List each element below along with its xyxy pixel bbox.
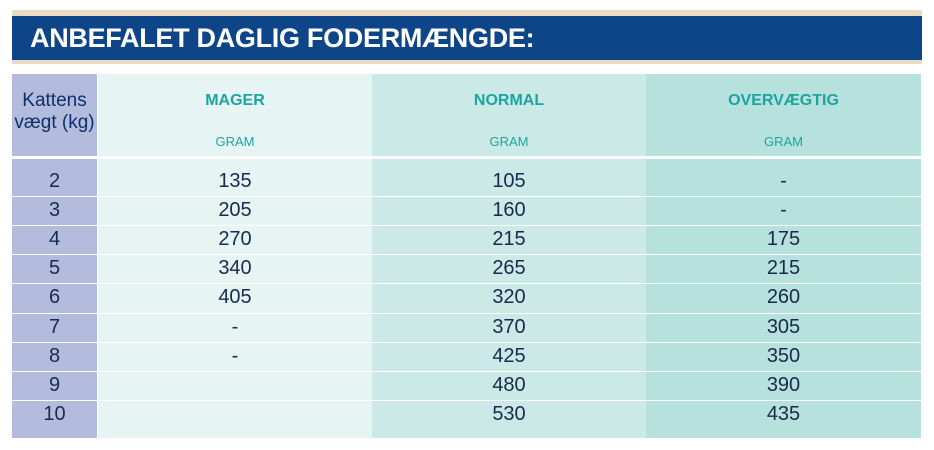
overvaegtig-cell: 305: [766, 316, 801, 338]
overvaegtig-column: [646, 74, 921, 438]
title-band: ANBEFALET DAGLIG FODERMÆNGDE:: [12, 16, 922, 60]
normal-cell: 530: [492, 403, 526, 425]
column-unit-normal: GRAM: [489, 134, 529, 149]
mager-cell: 135: [218, 170, 252, 192]
row-divider: [12, 196, 921, 197]
overvaegtig-cell: 390: [766, 374, 801, 396]
weight-header-line2: vægt (kg): [14, 112, 95, 133]
normal-cell: 265: [492, 257, 526, 279]
column-header-overvaegtig: OVERVÆGTIG: [728, 92, 839, 109]
overvaegtig-cell: 215: [766, 257, 801, 279]
page-title: ANBEFALET DAGLIG FODERMÆNGDE:: [30, 23, 535, 53]
top-rule: [12, 10, 922, 16]
overvaegtig-cell: 175: [766, 228, 801, 250]
overvaegtig-cell: 260: [766, 286, 801, 308]
mager-cell: 405: [218, 286, 252, 308]
row-divider: [12, 225, 921, 226]
normal-cell: 480: [492, 374, 526, 396]
normal-column: [372, 74, 646, 438]
weight-cell: 8: [48, 345, 61, 367]
row-divider: [12, 254, 921, 255]
mager-cell: -: [231, 316, 239, 338]
normal-cell: 320: [492, 286, 526, 308]
weight-cell: 5: [48, 257, 61, 279]
weight-cell: 7: [48, 316, 61, 338]
column-header-normal: NORMAL: [473, 92, 545, 109]
row-divider: [12, 313, 921, 314]
normal-cell: 425: [492, 345, 526, 367]
normal-cell: 105: [492, 170, 526, 192]
overvaegtig-cell: 435: [766, 403, 801, 425]
overvaegtig-cell: -: [780, 199, 787, 221]
column-unit-overvaegtig: GRAM: [764, 134, 803, 149]
weight-cell: 2: [48, 170, 61, 192]
title-underline: [12, 60, 922, 64]
normal-cell: 160: [492, 199, 526, 221]
weight-cell: 10: [43, 403, 66, 425]
column-header-mager: MAGER: [205, 92, 265, 109]
mager-cell: 270: [218, 228, 252, 250]
column-unit-mager: GRAM: [215, 134, 255, 149]
normal-cell: 215: [492, 228, 526, 250]
mager-cell: [98, 400, 372, 429]
mager-cell: -: [231, 345, 239, 367]
row-divider: [12, 371, 921, 372]
row-divider: [12, 400, 921, 401]
mager-cell: 205: [218, 199, 252, 221]
row-divider: [12, 283, 921, 284]
weight-header: Kattens vægt (kg): [12, 90, 97, 134]
mager-cell: [98, 371, 372, 400]
weight-cell: 4: [48, 228, 61, 250]
weight-cell: 9: [48, 374, 61, 396]
normal-cell: 370: [492, 316, 526, 338]
mager-column: [98, 74, 372, 438]
header-divider: [12, 156, 921, 159]
row-divider: [12, 342, 921, 343]
overvaegtig-cell: 350: [766, 345, 801, 367]
weight-column: [12, 74, 97, 438]
weight-cell: 3: [48, 199, 61, 221]
mager-cell: 340: [218, 257, 252, 279]
overvaegtig-cell: -: [780, 170, 787, 192]
weight-cell: 6: [48, 286, 61, 308]
weight-header-line1: Kattens: [22, 90, 87, 111]
